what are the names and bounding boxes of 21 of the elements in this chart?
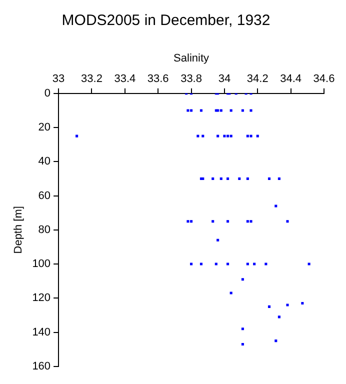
- x-tick-label: 33.6: [147, 72, 169, 85]
- y-tick-label: 140: [32, 326, 51, 338]
- y-tick-label: 100: [32, 258, 51, 270]
- x-tick-label: 34: [218, 72, 231, 85]
- x-tick-label: 33: [52, 72, 65, 85]
- x-tick-label: 34.4: [280, 72, 302, 85]
- chart-title: MODS2005 in December, 1932: [62, 12, 270, 30]
- y-axis-title: Depth [m]: [12, 206, 25, 254]
- y-tick-label: 120: [32, 292, 51, 304]
- y-tick-label: 0: [44, 87, 51, 100]
- y-tick-label: 80: [38, 224, 51, 236]
- y-tick-label: 60: [38, 190, 51, 202]
- x-tick-label: 33.4: [114, 72, 136, 85]
- x-axis-title: Salinity: [174, 52, 210, 65]
- x-tick-label: 33.8: [180, 72, 202, 85]
- y-tick-label: 40: [38, 156, 51, 168]
- y-tick-label: 160: [32, 360, 51, 372]
- x-tick-label: 34.2: [246, 72, 268, 85]
- y-tick-label: 20: [38, 122, 51, 134]
- x-tick-label: 33.2: [81, 72, 102, 85]
- x-tick-label: 34.6: [313, 72, 335, 85]
